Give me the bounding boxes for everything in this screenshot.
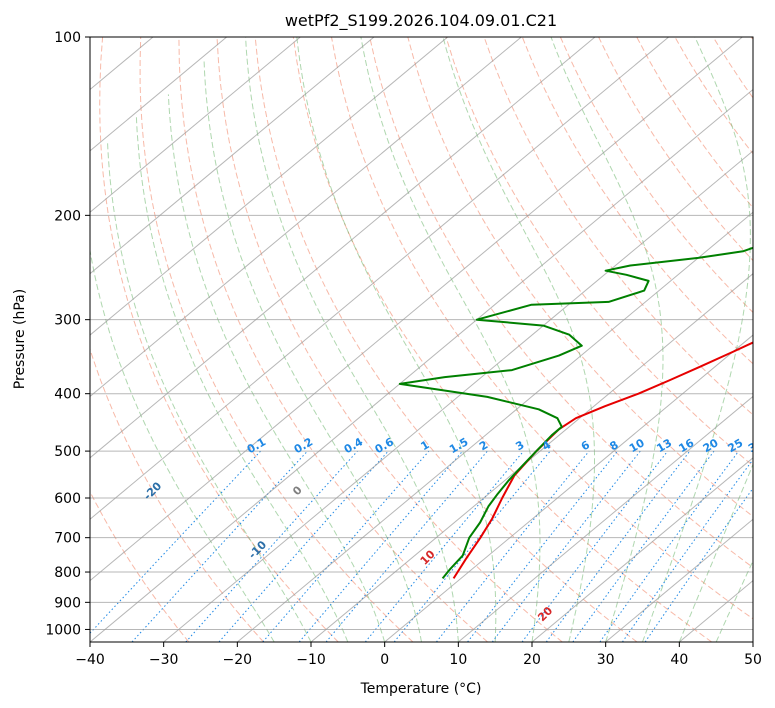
mixing-ratio-line (572, 450, 715, 642)
mixing-ratio-line (644, 487, 753, 642)
mixing-ratio-line (364, 450, 524, 642)
dry-adiabat-label: -40 (0, 378, 3, 401)
dewpoint-profile-line (398, 246, 753, 580)
dry-adiabat-line (99, 37, 339, 642)
mixing-ratio-line (325, 450, 488, 642)
moist-adiabat-line (360, 37, 541, 642)
isotherm-line (90, 37, 669, 520)
mixing-ratio-line (545, 450, 691, 642)
isotherm-line (90, 37, 596, 459)
isotherm-line (90, 37, 448, 336)
moist-adiabat-line (715, 559, 753, 642)
isotherm-line (605, 518, 753, 642)
moist-adiabat-line (678, 463, 753, 642)
x-tick-label: −10 (296, 652, 326, 668)
x-tick-label: 10 (449, 652, 467, 668)
isotherm-line (0, 37, 6, 642)
isotherm-line (384, 334, 753, 642)
dry-adiabat-line (254, 37, 638, 642)
grid-layer (0, 37, 753, 642)
x-tick-label: 50 (744, 652, 762, 668)
plot-background (90, 37, 753, 642)
mixing-ratio-line (185, 450, 358, 642)
x-tick-label: −40 (75, 652, 105, 668)
x-tick-label: 20 (523, 652, 541, 668)
isotherm-line (90, 37, 375, 275)
isotherm-line (752, 641, 753, 642)
plot-frame (89, 36, 754, 643)
mixing-ratio-line (621, 458, 753, 642)
dry-adiabat-line (331, 37, 753, 620)
mixing-ratio-label: 30 (746, 436, 766, 455)
moist-adiabat-line (203, 61, 422, 642)
x-tick-label: 0 (380, 652, 389, 668)
moist-adiabat-line (167, 94, 386, 642)
y-tick-label: 700 (54, 531, 81, 547)
mixing-ratio-line (218, 450, 389, 642)
x-tick-label: 40 (670, 652, 688, 668)
y-tick-label: 300 (54, 313, 81, 329)
x-tick-label: −30 (149, 652, 179, 668)
mixing-ratio-label: 36 (767, 436, 775, 455)
isotherm-line (90, 37, 227, 152)
y-tick-label: 200 (54, 208, 81, 224)
dry-adiabat-line (216, 37, 563, 642)
y-tick-label: 100 (54, 30, 81, 46)
dry-adiabat-line (139, 37, 414, 642)
y-tick-label: 600 (54, 491, 81, 507)
isotherm-line (237, 211, 753, 642)
dry-adiabat-line (445, 37, 753, 467)
isotherm-line (90, 88, 753, 642)
moist-adiabat-line (442, 37, 595, 642)
mixing-ratio-line (393, 450, 551, 642)
y-tick-label: 400 (54, 387, 81, 403)
dry-adiabat-line (483, 37, 753, 416)
mixing-ratio-line (436, 450, 590, 642)
x-axis-label: Temperature (°C) (360, 681, 482, 697)
y-tick-label: 900 (54, 595, 81, 611)
moist-adiabat-label: 30 (627, 663, 647, 683)
y-tick-label: 500 (54, 444, 81, 460)
mixing-ratio-line (521, 450, 669, 642)
isotherm-line (90, 37, 522, 398)
dry-adiabat-line (750, 37, 753, 41)
y-axis-label: Pressure (hPa) (12, 289, 28, 389)
moist-adiabat-line (245, 37, 459, 642)
dry-adiabat-line (178, 37, 488, 642)
moist-adiabat-line (296, 37, 497, 642)
isotherm-line (90, 37, 301, 213)
y-tick-label: 1000 (45, 622, 81, 638)
moist-adiabat-line (550, 37, 664, 642)
tick-layer: −40 −30 −20 −10 0 10 20 30 40 50 100 200 300 400 500 60… (45, 30, 762, 668)
isotherm-line (163, 150, 753, 642)
series-layer (398, 246, 753, 580)
y-tick-label: 800 (54, 565, 81, 581)
x-tick-label: 30 (597, 652, 615, 668)
isotherm-line (458, 395, 753, 642)
chart-title: wetPf2_S199.2026.104.09.01.C21 (285, 11, 557, 31)
mixing-ratio-line (599, 450, 740, 642)
isotherm-line (310, 273, 753, 642)
dry-adiabat-line (90, 347, 264, 642)
isotherm-line (90, 37, 743, 582)
isotherm-line (531, 457, 753, 642)
dry-adiabat-line (292, 37, 712, 642)
dry-adiabat-line (369, 37, 753, 569)
mixing-ratio-line (90, 450, 261, 634)
x-tick-label: −20 (223, 652, 253, 668)
